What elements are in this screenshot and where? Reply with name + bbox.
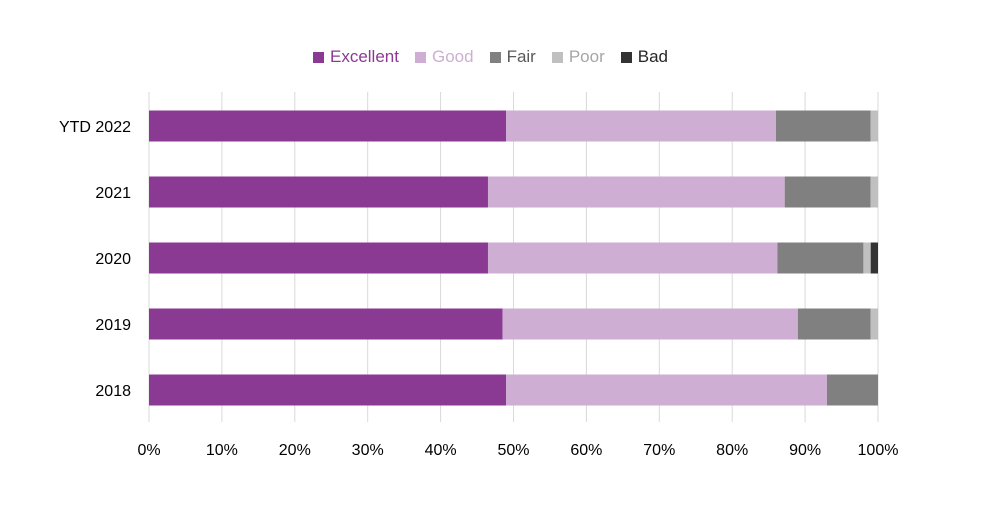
bar-segment-fair	[826, 374, 878, 406]
legend-swatch-good	[414, 51, 426, 63]
category-labels: YTD 2022 2021 2020 2019 2018	[59, 119, 131, 400]
bar-segment-poor	[870, 176, 878, 208]
bar-segment-fair	[775, 110, 871, 142]
bar-segment-excellent	[149, 176, 488, 208]
legend-label-excellent: Excellent	[329, 47, 399, 66]
bar-segment-excellent	[149, 374, 507, 406]
legend-item-poor: Poor	[551, 47, 605, 67]
bar-segments	[149, 110, 878, 406]
bar-segment-good	[487, 242, 778, 274]
category-label: 2020	[95, 251, 131, 268]
legend-item-fair: Fair	[489, 47, 536, 67]
bar-segment-excellent	[149, 308, 503, 340]
bar-segment-good	[487, 176, 785, 208]
x-tick-label: 40%	[425, 442, 457, 459]
legend-label-good: Good	[431, 47, 474, 66]
bar-segment-poor	[863, 242, 871, 274]
bar-segment-poor	[870, 308, 878, 340]
legend-swatch-poor	[551, 51, 563, 63]
x-tick-label: 10%	[206, 442, 238, 459]
category-label: 2018	[95, 383, 131, 400]
x-tick-label: 90%	[789, 442, 821, 459]
bar-segment-good	[502, 308, 798, 340]
x-tick-label: 30%	[352, 442, 384, 459]
legend-swatch-bad	[620, 51, 632, 63]
legend-label-fair: Fair	[506, 47, 536, 66]
bar-segment-fair	[777, 242, 864, 274]
bar-segment-excellent	[149, 110, 507, 142]
x-tick-labels: 0% 10% 20% 30% 40% 50% 60% 70% 80% 90% 100%	[137, 442, 898, 459]
bar-segment-fair	[797, 308, 871, 340]
bar-segment-excellent	[149, 242, 488, 274]
category-label: 2019	[95, 317, 131, 334]
category-label: YTD 2022	[59, 119, 131, 136]
category-label: 2021	[95, 185, 131, 202]
x-tick-label: 20%	[279, 442, 311, 459]
chart-legend: Excellent Good Fair Poor Bad	[0, 47, 981, 67]
bar-segment-poor	[870, 110, 878, 142]
legend-label-poor: Poor	[568, 47, 605, 66]
bar-segment-good	[506, 374, 827, 406]
legend-item-excellent: Excellent	[312, 47, 399, 67]
x-tick-label: 0%	[137, 442, 160, 459]
x-tick-label: 70%	[643, 442, 675, 459]
bar-segment-bad	[870, 242, 878, 274]
bar-segment-fair	[784, 176, 871, 208]
x-tick-label: 50%	[497, 442, 529, 459]
legend-swatch-fair	[489, 51, 501, 63]
legend-item-bad: Bad	[620, 47, 669, 67]
x-tick-label: 100%	[858, 442, 899, 459]
legend-label-bad: Bad	[637, 47, 669, 66]
legend-swatch-excellent	[312, 51, 324, 63]
x-tick-label: 80%	[716, 442, 748, 459]
bar-segment-good	[506, 110, 776, 142]
x-tick-label: 60%	[570, 442, 602, 459]
legend-item-good: Good	[414, 47, 474, 67]
